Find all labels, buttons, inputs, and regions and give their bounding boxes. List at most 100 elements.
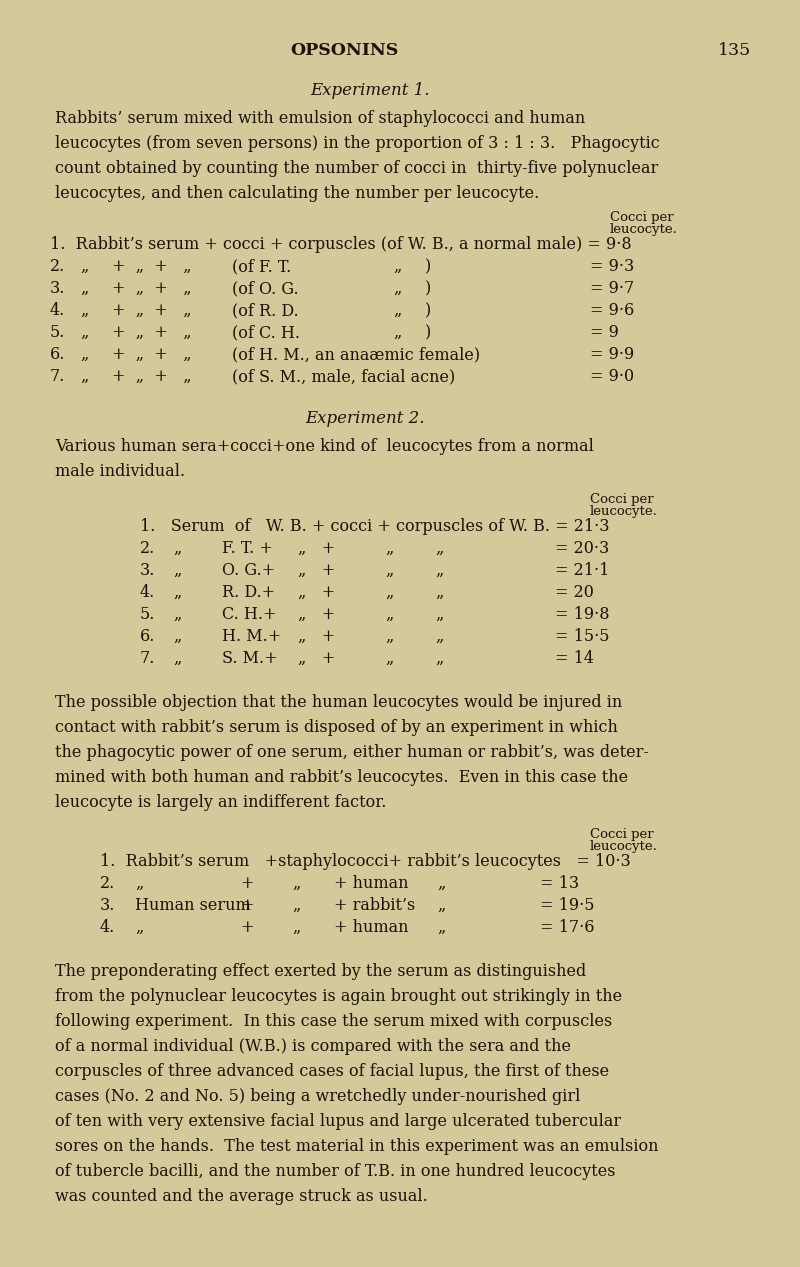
Text: „: „ [393, 258, 402, 275]
Text: „: „ [385, 606, 394, 623]
Text: „: „ [80, 302, 88, 319]
Text: mined with both human and rabbit’s leucocytes.  Even in this case the: mined with both human and rabbit’s leuco… [55, 769, 628, 786]
Text: Various human sera+cocci+one kind of  leucocytes from a normal: Various human sera+cocci+one kind of leu… [55, 438, 594, 455]
Text: + human: + human [334, 919, 409, 936]
Text: +  „  +   „: + „ + „ [112, 280, 192, 296]
Text: S. M.+: S. M.+ [222, 650, 278, 666]
Text: „: „ [385, 650, 394, 666]
Text: = 9: = 9 [590, 324, 619, 341]
Text: „: „ [437, 875, 446, 892]
Text: leucocyte.: leucocyte. [590, 506, 658, 518]
Text: „: „ [292, 897, 300, 914]
Text: = 19·8: = 19·8 [555, 606, 610, 623]
Text: (of F. T.: (of F. T. [232, 258, 291, 275]
Text: count obtained by counting the number of cocci in  thirty-five polynuclear: count obtained by counting the number of… [55, 160, 658, 177]
Text: „: „ [435, 584, 443, 601]
Text: = 13: = 13 [540, 875, 579, 892]
Text: = 15·5: = 15·5 [555, 628, 610, 645]
Text: = 19·5: = 19·5 [540, 897, 594, 914]
Text: = 17·6: = 17·6 [540, 919, 594, 936]
Text: 5.: 5. [50, 324, 66, 341]
Text: „: „ [435, 606, 443, 623]
Text: „: „ [393, 324, 402, 341]
Text: „: „ [292, 875, 300, 892]
Text: Rabbits’ serum mixed with emulsion of staphylococci and human: Rabbits’ serum mixed with emulsion of st… [55, 110, 586, 127]
Text: 2.: 2. [50, 258, 66, 275]
Text: from the polynuclear leucocytes is again brought out strikingly in the: from the polynuclear leucocytes is again… [55, 988, 622, 1005]
Text: 2.: 2. [100, 875, 115, 892]
Text: (of C. H.: (of C. H. [232, 324, 300, 341]
Text: of ten with very extensive facial lupus and large ulcerated tubercular: of ten with very extensive facial lupus … [55, 1112, 621, 1130]
Text: „   +: „ + [298, 563, 335, 579]
Text: cases (No. 2 and No. 5) being a wretchedly under-nourished girl: cases (No. 2 and No. 5) being a wretched… [55, 1088, 580, 1105]
Text: ): ) [425, 324, 431, 341]
Text: +: + [240, 919, 254, 936]
Text: „: „ [173, 650, 182, 666]
Text: „: „ [80, 346, 88, 364]
Text: Experiment 2.: Experiment 2. [305, 411, 425, 427]
Text: 1.  Rabbit’s serum   +staphylococci+ rabbit’s leucocytes   = 10·3: 1. Rabbit’s serum +staphylococci+ rabbit… [100, 853, 630, 870]
Text: „: „ [393, 280, 402, 296]
Text: leucocyte is largely an indifferent factor.: leucocyte is largely an indifferent fact… [55, 794, 386, 811]
Text: +  „  +   „: + „ + „ [112, 324, 192, 341]
Text: OPSONINS: OPSONINS [290, 42, 398, 60]
Text: 6.: 6. [140, 628, 155, 645]
Text: „   +: „ + [298, 606, 335, 623]
Text: Cocci per: Cocci per [610, 212, 674, 224]
Text: 3.: 3. [50, 280, 66, 296]
Text: = 9·7: = 9·7 [590, 280, 634, 296]
Text: „: „ [385, 563, 394, 579]
Text: = 14: = 14 [555, 650, 594, 666]
Text: 7.: 7. [50, 367, 66, 385]
Text: of tubercle bacilli, and the number of T.B. in one hundred leucocytes: of tubercle bacilli, and the number of T… [55, 1163, 615, 1180]
Text: „: „ [80, 258, 88, 275]
Text: The preponderating effect exerted by the serum as distinguished: The preponderating effect exerted by the… [55, 963, 586, 979]
Text: Cocci per: Cocci per [590, 829, 654, 841]
Text: R. D.+: R. D.+ [222, 584, 275, 601]
Text: 4.: 4. [140, 584, 155, 601]
Text: F. T. +: F. T. + [222, 540, 273, 557]
Text: „: „ [173, 540, 182, 557]
Text: „: „ [385, 540, 394, 557]
Text: „   +: „ + [298, 650, 335, 666]
Text: „: „ [173, 584, 182, 601]
Text: „: „ [292, 919, 300, 936]
Text: 7.: 7. [140, 650, 155, 666]
Text: 3.: 3. [140, 563, 155, 579]
Text: „: „ [435, 650, 443, 666]
Text: +: + [240, 875, 254, 892]
Text: + rabbit’s: + rabbit’s [334, 897, 415, 914]
Text: Human serum: Human serum [135, 897, 250, 914]
Text: ): ) [425, 258, 431, 275]
Text: „: „ [435, 628, 443, 645]
Text: = 9·9: = 9·9 [590, 346, 634, 364]
Text: the phagocytic power of one serum, either human or rabbit’s, was deter-: the phagocytic power of one serum, eithe… [55, 744, 649, 761]
Text: (of S. M., male, facial acne): (of S. M., male, facial acne) [232, 367, 455, 385]
Text: „: „ [80, 280, 88, 296]
Text: „   +: „ + [298, 584, 335, 601]
Text: +: + [240, 897, 254, 914]
Text: following experiment.  In this case the serum mixed with corpuscles: following experiment. In this case the s… [55, 1014, 612, 1030]
Text: „: „ [135, 919, 143, 936]
Text: „: „ [437, 897, 446, 914]
Text: leucocyte.: leucocyte. [590, 840, 658, 853]
Text: +  „  +   „: + „ + „ [112, 367, 192, 385]
Text: „: „ [135, 875, 143, 892]
Text: = 20·3: = 20·3 [555, 540, 610, 557]
Text: sores on the hands.  The test material in this experiment was an emulsion: sores on the hands. The test material in… [55, 1138, 658, 1156]
Text: 2.: 2. [140, 540, 155, 557]
Text: +  „  +   „: + „ + „ [112, 302, 192, 319]
Text: 135: 135 [718, 42, 751, 60]
Text: ): ) [425, 280, 431, 296]
Text: = 9·0: = 9·0 [590, 367, 634, 385]
Text: +  „  +   „: + „ + „ [112, 346, 192, 364]
Text: (of O. G.: (of O. G. [232, 280, 298, 296]
Text: Cocci per: Cocci per [590, 493, 654, 506]
Text: leucocytes (from seven persons) in the proportion of 3 : 1 : 3.   Phagocytic: leucocytes (from seven persons) in the p… [55, 136, 660, 152]
Text: ): ) [425, 302, 431, 319]
Text: 4.: 4. [50, 302, 66, 319]
Text: „: „ [437, 919, 446, 936]
Text: (of R. D.: (of R. D. [232, 302, 298, 319]
Text: O. G.+: O. G.+ [222, 563, 275, 579]
Text: 4.: 4. [100, 919, 115, 936]
